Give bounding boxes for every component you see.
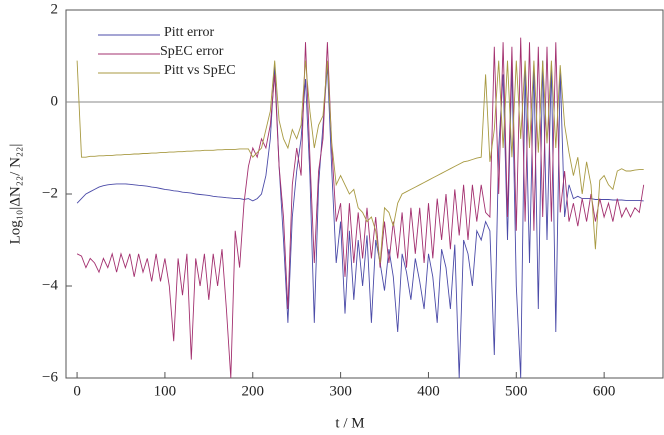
- x-tick-label: 500: [505, 383, 528, 399]
- legend-label: Pitt error: [164, 25, 214, 40]
- plot-frame: [65, 9, 664, 379]
- x-tick-label: 300: [329, 383, 352, 399]
- x-tick-label: 600: [593, 383, 616, 399]
- y-tick-label: 2: [51, 1, 59, 17]
- y-axis-label: Log₁₀|ΔN₂₂/ N₂₂|: [7, 144, 23, 245]
- legend-label: Pitt vs SpEC: [164, 63, 236, 78]
- y-tick-label: −2: [42, 185, 58, 201]
- series-line: [76, 60, 644, 264]
- x-tick-label: 0: [73, 383, 81, 399]
- legend-label: SpEC error: [160, 44, 224, 59]
- series-line: [76, 37, 645, 379]
- y-tick-label: −4: [42, 277, 58, 293]
- series-line: [76, 60, 644, 379]
- x-tick-label: 200: [242, 383, 265, 399]
- x-axis-label: t / M: [335, 415, 364, 431]
- x-tick-label: 400: [417, 383, 440, 399]
- x-tick-label: 100: [154, 383, 177, 399]
- y-tick-label: 0: [51, 93, 59, 109]
- y-tick-label: −6: [42, 369, 58, 385]
